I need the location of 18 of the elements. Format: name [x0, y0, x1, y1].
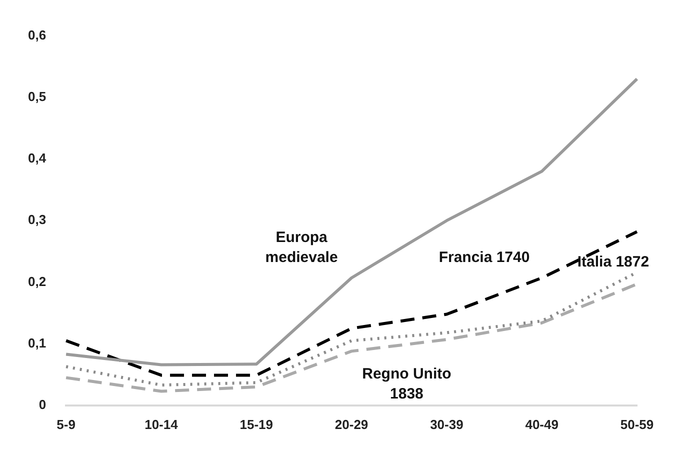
x-tick-label: 20-29: [334, 416, 368, 432]
series-label: Italia 1872: [577, 254, 650, 271]
y-tick-label: 0,2: [28, 274, 46, 289]
x-tick-label: 5-9: [56, 416, 76, 432]
y-tick-label: 0,5: [28, 88, 46, 104]
x-tick-label: 50-59: [620, 416, 654, 432]
y-tick-label: 0,3: [28, 212, 46, 228]
x-tick-label: 40-49: [525, 416, 558, 432]
y-tick-label: 0,1: [28, 335, 46, 350]
y-tick-label: 0,4: [28, 150, 47, 166]
series-label: Europa medievale: [265, 229, 338, 266]
y-tick-label: 0: [38, 396, 46, 412]
y-tick-label: 0,6: [28, 27, 46, 42]
series-label: Francia 1740: [438, 249, 530, 266]
x-tick-label: 30-39: [430, 416, 464, 432]
x-tick-label: 10-14: [144, 416, 179, 432]
x-tick-label: 15-19: [240, 416, 274, 432]
series-label: Regno Unito 1838: [362, 366, 452, 403]
